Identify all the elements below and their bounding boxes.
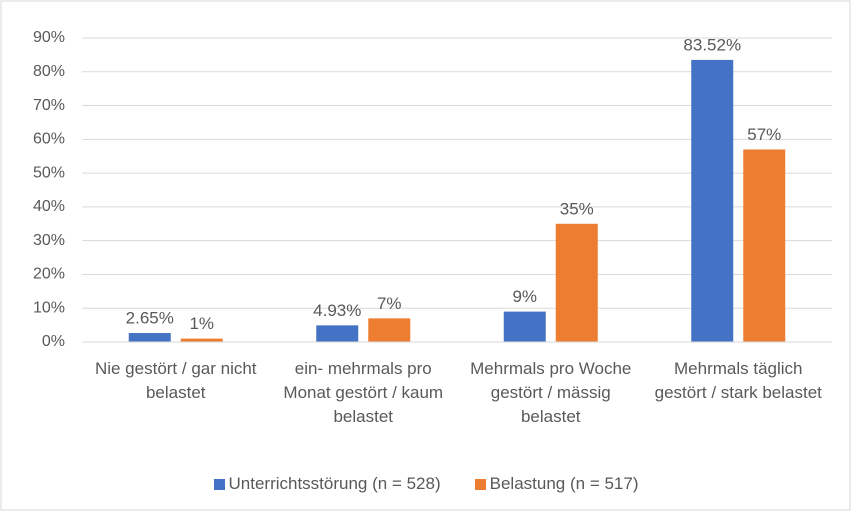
legend-label: Unterrichtsstörung (n = 528): [228, 474, 441, 493]
legend-swatch: [474, 478, 486, 490]
data-label: 9%: [512, 287, 537, 306]
data-label: 35%: [560, 199, 594, 218]
data-label: 1%: [189, 314, 214, 333]
x-tick-label: Mehrmals täglich gestört / stark belaste…: [654, 359, 822, 402]
legend-label: Belastung (n = 517): [489, 474, 639, 493]
y-tick-label: 10%: [33, 299, 65, 316]
bar: [555, 223, 598, 342]
legend-swatch: [213, 478, 225, 490]
data-label: 83.52%: [683, 35, 741, 54]
bar: [316, 325, 359, 342]
y-tick-label: 70%: [33, 97, 65, 114]
bar: [691, 59, 734, 342]
x-tick-label: Nie gestört / gar nicht belastet: [94, 359, 257, 402]
data-label: 7%: [377, 294, 402, 313]
bar: [743, 149, 786, 342]
x-tick-label: ein- mehrmals pro Monat gestört / kaum b…: [283, 359, 444, 426]
bar: [180, 338, 223, 342]
y-tick-label: 50%: [33, 164, 65, 181]
bar: [128, 333, 171, 342]
y-tick-label: 60%: [33, 131, 65, 148]
legend: Unterrichtsstörung (n = 528) Belastung (n…: [0, 474, 852, 494]
bar: [503, 311, 546, 342]
y-tick-label: 0%: [42, 333, 65, 350]
y-tick-label: 80%: [33, 63, 65, 80]
y-tick-label: 30%: [33, 232, 65, 249]
y-tick-label: 90%: [33, 29, 65, 46]
y-tick-label: 40%: [33, 198, 65, 215]
x-tick-label: Mehrmals pro Woche gestört / mässig bela…: [470, 359, 632, 426]
y-tick-label: 20%: [33, 266, 65, 283]
data-label: 57%: [747, 125, 781, 144]
bar: [368, 318, 411, 342]
data-label: 2.65%: [126, 309, 174, 328]
legend-item: Belastung (n = 517): [474, 474, 639, 494]
legend-item: Unterrichtsstörung (n = 528): [213, 474, 441, 494]
data-label: 4.93%: [313, 301, 361, 320]
